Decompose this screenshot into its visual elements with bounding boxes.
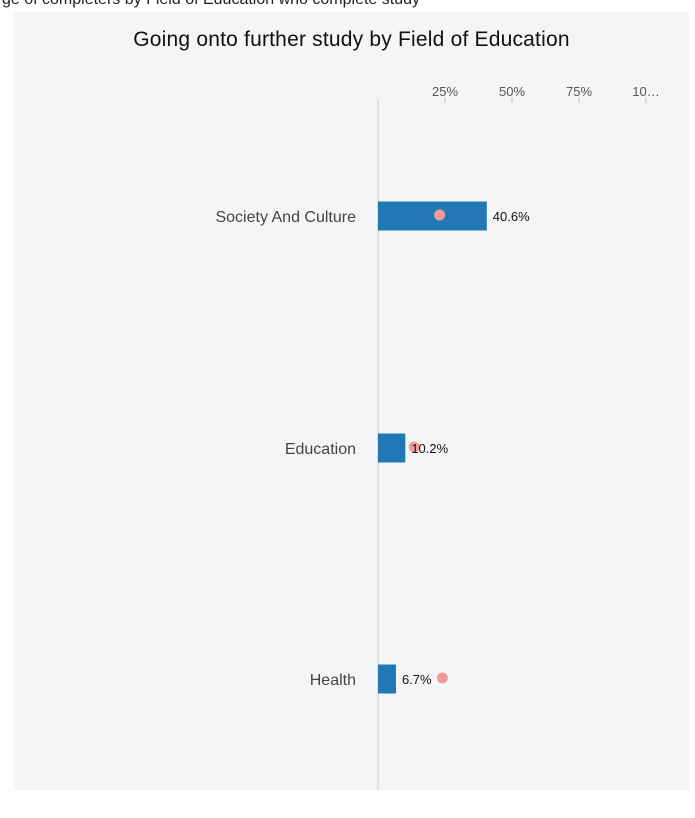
- category-label-2: Health: [310, 672, 356, 689]
- bar-2: [378, 664, 396, 694]
- marker-dots: [408, 209, 448, 684]
- data-labels: 40.6% 10.2% 6.7%: [402, 209, 530, 687]
- chart-title: Going onto further study by Field of Edu…: [133, 28, 570, 51]
- x-tick-label-2: 75%: [566, 84, 592, 99]
- category-label-0: Society And Culture: [215, 209, 356, 226]
- data-label-0: 40.6%: [493, 209, 530, 224]
- x-tick-label-0: 25%: [432, 84, 458, 99]
- x-tick-label-1: 50%: [499, 84, 525, 99]
- bars: [378, 201, 487, 694]
- marker-dot-2: [436, 672, 448, 684]
- data-label-2: 6.7%: [402, 672, 432, 687]
- category-labels: Society And Culture Education Health: [215, 209, 356, 689]
- data-label-1: 10.2%: [411, 441, 448, 456]
- x-axis-ticks: 25% 50% 75% 10…: [432, 84, 660, 103]
- chart-panel: Going onto further study by Field of Edu…: [14, 12, 689, 790]
- x-tick-label-3: 10…: [632, 84, 659, 99]
- marker-dot-0: [434, 209, 446, 221]
- marker-dot-1: [408, 441, 420, 453]
- bar-1: [378, 433, 406, 463]
- clipped-header-text: ge of completers by Field of Education w…: [2, 0, 420, 9]
- bar-0: [378, 201, 487, 231]
- bar-chart: 25% 50% 75% 10… Society And Culture Educatio…: [215, 84, 660, 790]
- category-label-1: Education: [285, 441, 356, 458]
- clipped-header: ge of completers by Field of Education w…: [0, 0, 695, 10]
